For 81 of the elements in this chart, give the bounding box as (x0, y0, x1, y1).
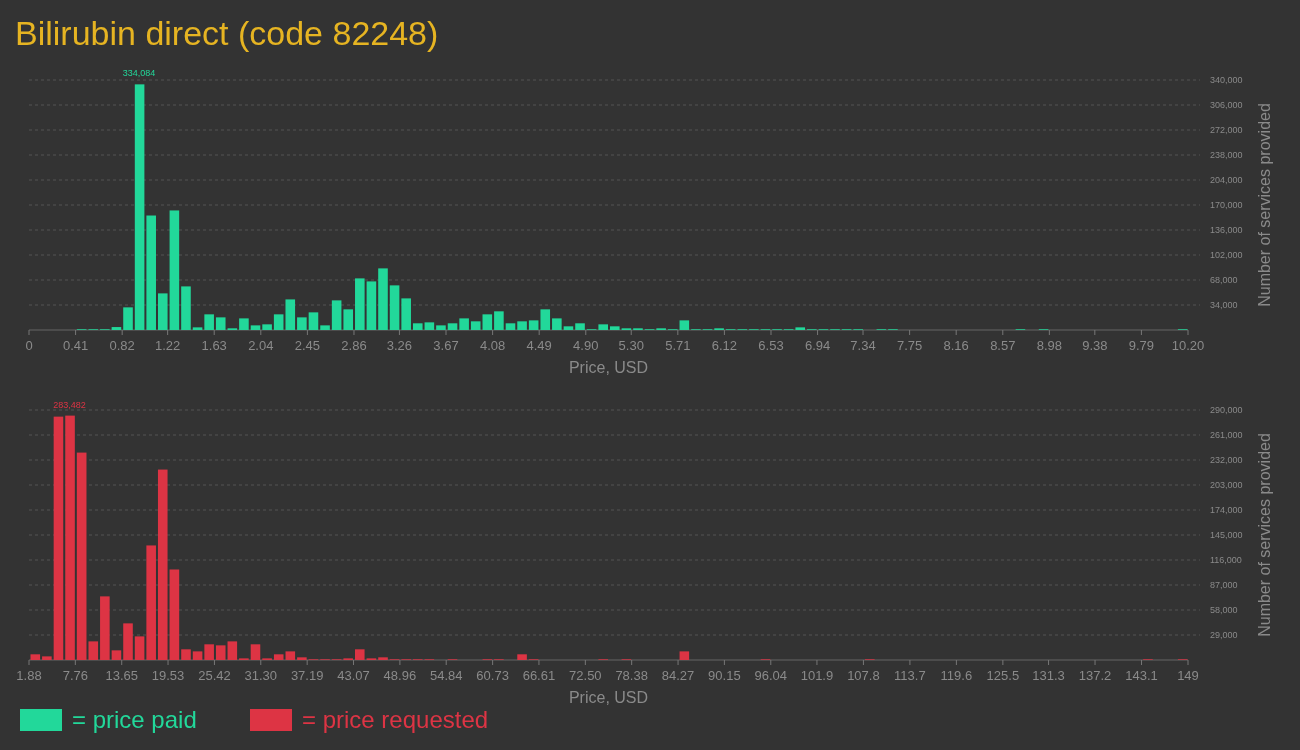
y-tick-label: 58,000 (1210, 605, 1238, 615)
y-tick-label: 272,000 (1210, 125, 1243, 135)
x-tick-label: 137.2 (1078, 668, 1112, 683)
x-tick-label: 72.50 (569, 668, 602, 683)
x-tick-label: 4.90 (573, 338, 599, 353)
x-tick-label: 149 (1177, 668, 1199, 683)
y-tick-label: 170,000 (1210, 200, 1243, 210)
x-tick-label: 10.20 (1171, 338, 1205, 353)
x-tick-label: 101.9 (800, 668, 834, 683)
x-tick-label: 125.5 (986, 668, 1020, 683)
x-tick-label: 3.26 (386, 338, 413, 353)
legend-label: = price requested (302, 706, 489, 733)
x-tick-label: 107.8 (847, 668, 880, 683)
x-tick-label: 4.49 (526, 338, 552, 353)
x-tick-label: 5.71 (665, 338, 691, 353)
y-tick-label: 261,000 (1210, 430, 1243, 440)
x-tick-label: 8.57 (990, 338, 1016, 353)
x-tick-label: 8.16 (943, 338, 969, 353)
y-tick-label: 340,000 (1210, 75, 1243, 85)
data-label: 283,482 (53, 399, 86, 410)
x-tick-label: 119.6 (940, 668, 973, 683)
x-tick-label: 0 (25, 338, 33, 353)
y-tick-label: 290,000 (1210, 405, 1243, 415)
x-tick-label: 8.98 (1036, 338, 1063, 353)
y-tick-label: 102,000 (1210, 250, 1243, 260)
x-tick-label: 113.7 (894, 668, 926, 683)
x-tick-label: 0.41 (62, 338, 89, 353)
y-tick-label: 306,000 (1210, 100, 1243, 110)
y-tick-label: 203,000 (1210, 480, 1243, 490)
legend-label: = price paid (72, 706, 197, 733)
x-tick-label: 3.67 (433, 338, 459, 353)
x-tick-label: 4.08 (479, 338, 506, 353)
x-tick-label: 2.86 (341, 338, 367, 353)
y-tick-label: 174,000 (1210, 505, 1243, 515)
y-tick-label: 29,000 (1210, 630, 1238, 640)
x-tick-label: 1.22 (154, 338, 181, 353)
x-tick-label: 7.76 (62, 668, 88, 683)
y-tick-label: 145,000 (1210, 530, 1243, 540)
x-tick-label: 78.38 (615, 668, 648, 683)
x-tick-label: 1.63 (201, 338, 227, 353)
x-tick-label: 96.04 (754, 668, 788, 683)
y-axis-title: Number of services provided (1256, 103, 1273, 307)
x-tick-label: 84.27 (661, 668, 695, 683)
x-tick-label: 2.45 (294, 338, 321, 353)
data-label: 334,084 (122, 68, 156, 79)
x-tick-label: 90.15 (708, 668, 741, 683)
x-tick-label: 0.82 (109, 338, 135, 353)
x-tick-label: 5.30 (618, 338, 644, 353)
y-tick-label: 232,000 (1210, 455, 1243, 465)
x-tick-label: 7.75 (896, 338, 923, 353)
y-tick-label: 116,000 (1210, 555, 1242, 565)
x-tick-label: 48.96 (383, 668, 417, 683)
chart-title: Bilirubin direct (code 82248) (15, 14, 439, 52)
x-tick-label: 131.3 (1032, 668, 1065, 683)
x-tick-label: 25.42 (198, 668, 231, 683)
y-tick-label: 204,000 (1210, 175, 1243, 185)
x-tick-label: 43.07 (337, 668, 370, 683)
x-tick-label: 37.19 (290, 668, 324, 683)
x-tick-label: 6.53 (758, 338, 784, 353)
x-tick-label: 31.30 (244, 668, 278, 683)
x-tick-label: 19.53 (151, 668, 185, 683)
x-tick-label: 2.04 (248, 338, 274, 353)
x-tick-label: 54.84 (429, 668, 463, 683)
y-axis-title: Number of services provided (1256, 433, 1273, 637)
y-tick-label: 68,000 (1210, 275, 1238, 285)
x-tick-label: 7.34 (850, 338, 876, 353)
x-tick-label: 66.61 (522, 668, 556, 683)
y-tick-label: 136,000 (1210, 225, 1243, 235)
x-tick-label: 9.38 (1082, 338, 1108, 353)
x-tick-label: 6.12 (711, 338, 738, 353)
x-axis-title: Price, USD (568, 359, 649, 376)
x-tick-label: 9.79 (1128, 338, 1155, 353)
y-tick-label: 34,000 (1210, 300, 1238, 310)
x-tick-label: 13.65 (105, 668, 138, 683)
x-axis-title: Price, USD (568, 689, 649, 706)
x-tick-label: 1.88 (16, 668, 42, 683)
y-tick-label: 87,000 (1210, 580, 1238, 590)
x-tick-label: 60.73 (476, 668, 509, 683)
x-tick-label: 6.94 (804, 338, 831, 353)
y-tick-label: 238,000 (1210, 150, 1243, 160)
x-tick-label: 143.1 (1125, 668, 1158, 683)
